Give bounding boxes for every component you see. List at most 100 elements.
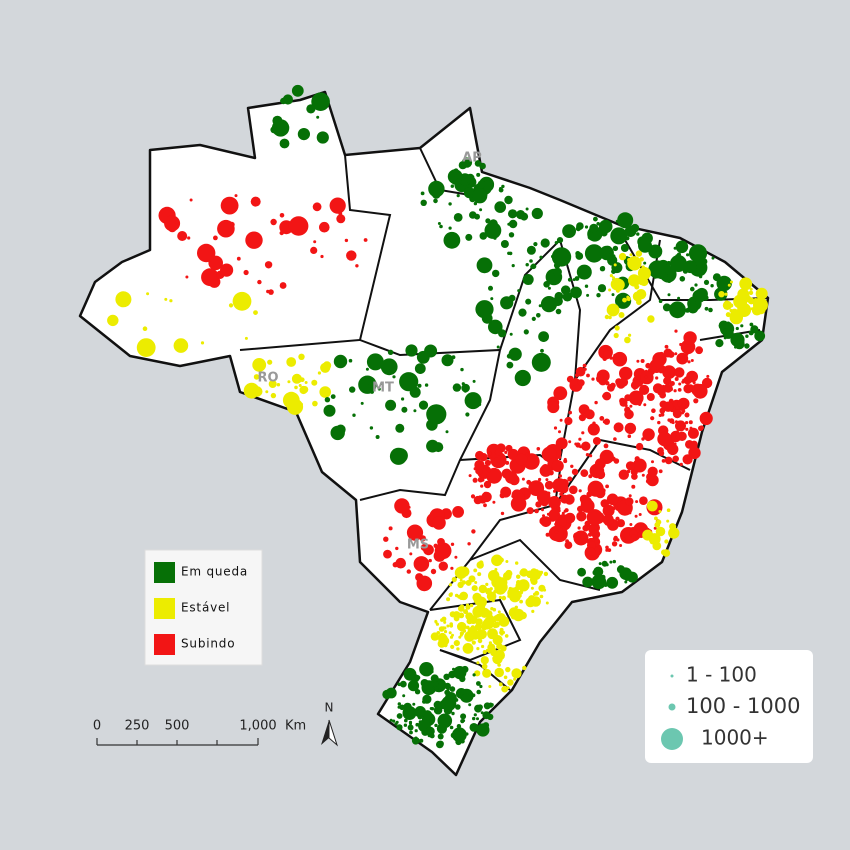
data-point xyxy=(625,236,630,241)
data-point xyxy=(482,180,494,192)
data-point xyxy=(413,409,417,413)
data-point xyxy=(276,383,281,387)
data-point xyxy=(568,440,572,444)
data-point xyxy=(586,249,591,255)
data-point xyxy=(755,287,768,300)
data-point xyxy=(596,469,606,480)
data-point xyxy=(173,338,189,353)
data-point xyxy=(608,288,612,292)
data-point xyxy=(653,275,658,279)
data-point xyxy=(628,511,632,515)
data-point xyxy=(164,297,168,301)
data-point xyxy=(107,314,119,327)
data-point xyxy=(279,213,285,218)
data-point xyxy=(481,312,493,324)
data-point xyxy=(465,233,473,241)
data-point xyxy=(471,640,476,645)
data-point xyxy=(234,194,238,198)
data-point xyxy=(395,557,407,569)
data-point xyxy=(508,232,515,238)
data-point xyxy=(690,359,694,362)
data-point xyxy=(558,483,569,494)
data-point xyxy=(440,714,444,718)
data-point xyxy=(587,532,593,537)
data-point xyxy=(663,376,672,385)
data-point xyxy=(394,498,410,514)
data-point xyxy=(330,394,336,399)
data-point xyxy=(488,570,500,582)
data-point xyxy=(438,632,447,641)
data-point xyxy=(637,275,647,286)
size-legend-symbol xyxy=(668,703,676,711)
data-point xyxy=(409,552,413,556)
data-point xyxy=(481,644,485,649)
data-point xyxy=(486,467,492,473)
data-point xyxy=(476,257,493,274)
data-point xyxy=(445,430,449,434)
data-point xyxy=(232,291,252,311)
data-point xyxy=(635,250,643,257)
data-point xyxy=(628,274,641,287)
data-point xyxy=(440,618,444,622)
data-point xyxy=(666,260,672,267)
data-point xyxy=(683,376,692,385)
data-point xyxy=(472,477,478,483)
data-point xyxy=(563,457,567,461)
data-point xyxy=(630,223,640,233)
data-point xyxy=(455,704,461,710)
data-point xyxy=(459,578,463,582)
data-point xyxy=(429,707,433,710)
data-point xyxy=(492,269,500,278)
data-point xyxy=(467,542,471,546)
data-point xyxy=(515,453,528,466)
data-point xyxy=(446,597,451,602)
data-point xyxy=(546,512,550,516)
data-point xyxy=(401,397,405,401)
data-point xyxy=(389,447,408,465)
data-point xyxy=(483,503,487,508)
data-point xyxy=(678,243,682,247)
data-point xyxy=(624,422,637,435)
data-point xyxy=(658,299,663,304)
data-point xyxy=(461,693,471,703)
data-point xyxy=(554,522,558,527)
data-point xyxy=(603,245,613,254)
data-point xyxy=(589,454,593,458)
data-point xyxy=(628,333,632,337)
data-point xyxy=(458,161,467,170)
data-point xyxy=(596,374,604,383)
data-point xyxy=(668,527,680,539)
data-point xyxy=(500,511,505,516)
data-point xyxy=(504,634,509,638)
data-point xyxy=(115,291,132,308)
data-point xyxy=(666,519,670,523)
data-point xyxy=(553,489,557,493)
data-point xyxy=(735,334,742,340)
data-point xyxy=(443,231,461,249)
data-point xyxy=(685,352,689,356)
data-point xyxy=(519,570,525,576)
data-point xyxy=(538,477,542,482)
data-point xyxy=(441,695,457,711)
data-point xyxy=(735,340,744,349)
data-point xyxy=(730,280,733,284)
data-point xyxy=(688,446,701,460)
data-point xyxy=(443,673,450,680)
data-point xyxy=(706,374,710,378)
data-point xyxy=(597,284,607,293)
data-point xyxy=(504,585,508,589)
data-point xyxy=(519,599,523,604)
data-point xyxy=(646,500,658,512)
data-point xyxy=(497,610,501,614)
data-point xyxy=(592,437,601,445)
data-point xyxy=(474,581,478,584)
state-label: RO xyxy=(257,371,278,386)
data-point xyxy=(286,398,304,415)
data-point xyxy=(729,310,743,325)
data-point xyxy=(661,459,666,463)
data-point xyxy=(547,401,560,414)
data-point xyxy=(531,609,535,614)
data-point xyxy=(572,278,576,282)
north-label: N xyxy=(325,701,334,715)
data-point xyxy=(366,353,384,371)
